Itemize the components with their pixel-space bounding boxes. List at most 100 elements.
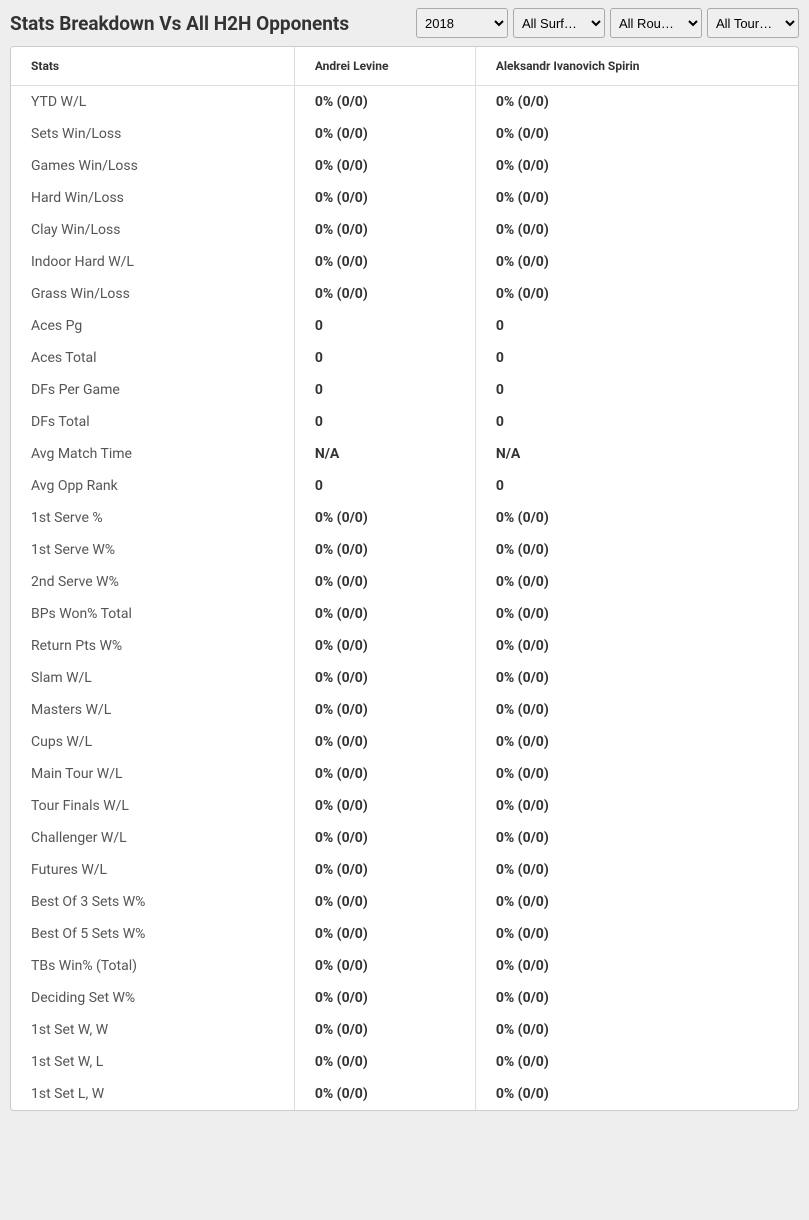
table-row: 1st Set W, W0% (0/0)0% (0/0) <box>11 1014 798 1046</box>
table-row: Aces Total00 <box>11 342 798 374</box>
stat-value-player2: 0% (0/0) <box>475 150 798 182</box>
stat-label: Best Of 3 Sets W% <box>11 886 294 918</box>
stat-value-player1: 0% (0/0) <box>294 1046 475 1078</box>
stat-label: Deciding Set W% <box>11 982 294 1014</box>
surface-select[interactable]: All Surf… <box>513 8 605 38</box>
stat-value-player2: 0% (0/0) <box>475 598 798 630</box>
stat-value-player2: 0 <box>475 470 798 502</box>
stat-value-player1: 0% (0/0) <box>294 886 475 918</box>
header-bar: Stats Breakdown Vs All H2H Opponents 201… <box>0 0 809 46</box>
table-header-row: Stats Andrei Levine Aleksandr Ivanovich … <box>11 47 798 86</box>
stat-value-player1: 0% (0/0) <box>294 822 475 854</box>
table-row: 2nd Serve W%0% (0/0)0% (0/0) <box>11 566 798 598</box>
table-row: 1st Set W, L0% (0/0)0% (0/0) <box>11 1046 798 1078</box>
stat-label: Cups W/L <box>11 726 294 758</box>
table-row: Slam W/L0% (0/0)0% (0/0) <box>11 662 798 694</box>
stat-value-player2: 0% (0/0) <box>475 86 798 119</box>
round-select[interactable]: All Rou… <box>610 8 702 38</box>
stat-value-player1: 0% (0/0) <box>294 534 475 566</box>
stat-value-player2: 0 <box>475 342 798 374</box>
table-row: 1st Set L, W0% (0/0)0% (0/0) <box>11 1078 798 1110</box>
stat-value-player2: 0% (0/0) <box>475 214 798 246</box>
stat-value-player2: 0% (0/0) <box>475 630 798 662</box>
stat-value-player1: 0 <box>294 406 475 438</box>
stat-value-player1: 0% (0/0) <box>294 758 475 790</box>
stat-label: 1st Set L, W <box>11 1078 294 1110</box>
stat-label: Best Of 5 Sets W% <box>11 918 294 950</box>
stat-value-player2: 0% (0/0) <box>475 1014 798 1046</box>
stat-value-player2: 0% (0/0) <box>475 694 798 726</box>
stat-value-player1: 0% (0/0) <box>294 598 475 630</box>
table-row: Cups W/L0% (0/0)0% (0/0) <box>11 726 798 758</box>
stat-label: DFs Per Game <box>11 374 294 406</box>
stat-label: Clay Win/Loss <box>11 214 294 246</box>
table-row: Return Pts W%0% (0/0)0% (0/0) <box>11 630 798 662</box>
stat-value-player1: 0% (0/0) <box>294 182 475 214</box>
table-row: Best Of 5 Sets W%0% (0/0)0% (0/0) <box>11 918 798 950</box>
stat-label: Indoor Hard W/L <box>11 246 294 278</box>
stat-value-player2: 0% (0/0) <box>475 918 798 950</box>
stat-value-player2: 0% (0/0) <box>475 278 798 310</box>
table-row: BPs Won% Total0% (0/0)0% (0/0) <box>11 598 798 630</box>
stat-label: Tour Finals W/L <box>11 790 294 822</box>
table-row: Avg Match TimeN/AN/A <box>11 438 798 470</box>
stat-value-player2: 0 <box>475 374 798 406</box>
filter-group: 2018 All Surf… All Rou… All Tour… <box>416 8 799 38</box>
stat-value-player1: 0% (0/0) <box>294 1014 475 1046</box>
year-select[interactable]: 2018 <box>416 8 508 38</box>
stat-label: 1st Serve W% <box>11 534 294 566</box>
stat-label: YTD W/L <box>11 86 294 119</box>
stat-label: Slam W/L <box>11 662 294 694</box>
table-row: Clay Win/Loss0% (0/0)0% (0/0) <box>11 214 798 246</box>
table-row: Main Tour W/L0% (0/0)0% (0/0) <box>11 758 798 790</box>
table-row: Tour Finals W/L0% (0/0)0% (0/0) <box>11 790 798 822</box>
table-row: Futures W/L0% (0/0)0% (0/0) <box>11 854 798 886</box>
stat-value-player1: 0% (0/0) <box>294 118 475 150</box>
stat-value-player2: 0% (0/0) <box>475 822 798 854</box>
table-row: DFs Total00 <box>11 406 798 438</box>
stat-value-player1: 0% (0/0) <box>294 726 475 758</box>
tour-select[interactable]: All Tour… <box>707 8 799 38</box>
stat-value-player2: 0 <box>475 310 798 342</box>
stat-value-player1: 0% (0/0) <box>294 950 475 982</box>
stat-label: DFs Total <box>11 406 294 438</box>
stats-table: Stats Andrei Levine Aleksandr Ivanovich … <box>11 47 798 1110</box>
stat-label: BPs Won% Total <box>11 598 294 630</box>
stat-label: Aces Total <box>11 342 294 374</box>
stat-label: Avg Match Time <box>11 438 294 470</box>
stat-value-player1: 0% (0/0) <box>294 214 475 246</box>
stat-value-player1: N/A <box>294 438 475 470</box>
stat-value-player1: 0 <box>294 470 475 502</box>
table-row: Best Of 3 Sets W%0% (0/0)0% (0/0) <box>11 886 798 918</box>
stat-label: Masters W/L <box>11 694 294 726</box>
table-row: DFs Per Game00 <box>11 374 798 406</box>
stat-value-player1: 0 <box>294 374 475 406</box>
stat-label: Main Tour W/L <box>11 758 294 790</box>
stat-value-player2: 0% (0/0) <box>475 1046 798 1078</box>
stat-value-player1: 0% (0/0) <box>294 918 475 950</box>
stat-label: 2nd Serve W% <box>11 566 294 598</box>
table-row: TBs Win% (Total)0% (0/0)0% (0/0) <box>11 950 798 982</box>
col-header-player2: Aleksandr Ivanovich Spirin <box>475 47 798 86</box>
table-row: Avg Opp Rank00 <box>11 470 798 502</box>
stat-label: Grass Win/Loss <box>11 278 294 310</box>
stat-value-player2: 0% (0/0) <box>475 854 798 886</box>
stat-value-player1: 0% (0/0) <box>294 854 475 886</box>
stat-value-player1: 0% (0/0) <box>294 1078 475 1110</box>
table-row: Sets Win/Loss0% (0/0)0% (0/0) <box>11 118 798 150</box>
stat-value-player2: 0% (0/0) <box>475 950 798 982</box>
stat-value-player2: 0% (0/0) <box>475 982 798 1014</box>
stat-label: Return Pts W% <box>11 630 294 662</box>
table-row: Hard Win/Loss0% (0/0)0% (0/0) <box>11 182 798 214</box>
table-row: Challenger W/L0% (0/0)0% (0/0) <box>11 822 798 854</box>
stat-value-player1: 0% (0/0) <box>294 86 475 119</box>
stat-value-player1: 0% (0/0) <box>294 566 475 598</box>
stat-label: Games Win/Loss <box>11 150 294 182</box>
stats-table-wrapper: Stats Andrei Levine Aleksandr Ivanovich … <box>10 46 799 1111</box>
table-row: Deciding Set W%0% (0/0)0% (0/0) <box>11 982 798 1014</box>
stat-value-player1: 0% (0/0) <box>294 278 475 310</box>
stat-label: Hard Win/Loss <box>11 182 294 214</box>
col-header-player1: Andrei Levine <box>294 47 475 86</box>
stat-label: 1st Set W, L <box>11 1046 294 1078</box>
stat-value-player2: 0% (0/0) <box>475 886 798 918</box>
